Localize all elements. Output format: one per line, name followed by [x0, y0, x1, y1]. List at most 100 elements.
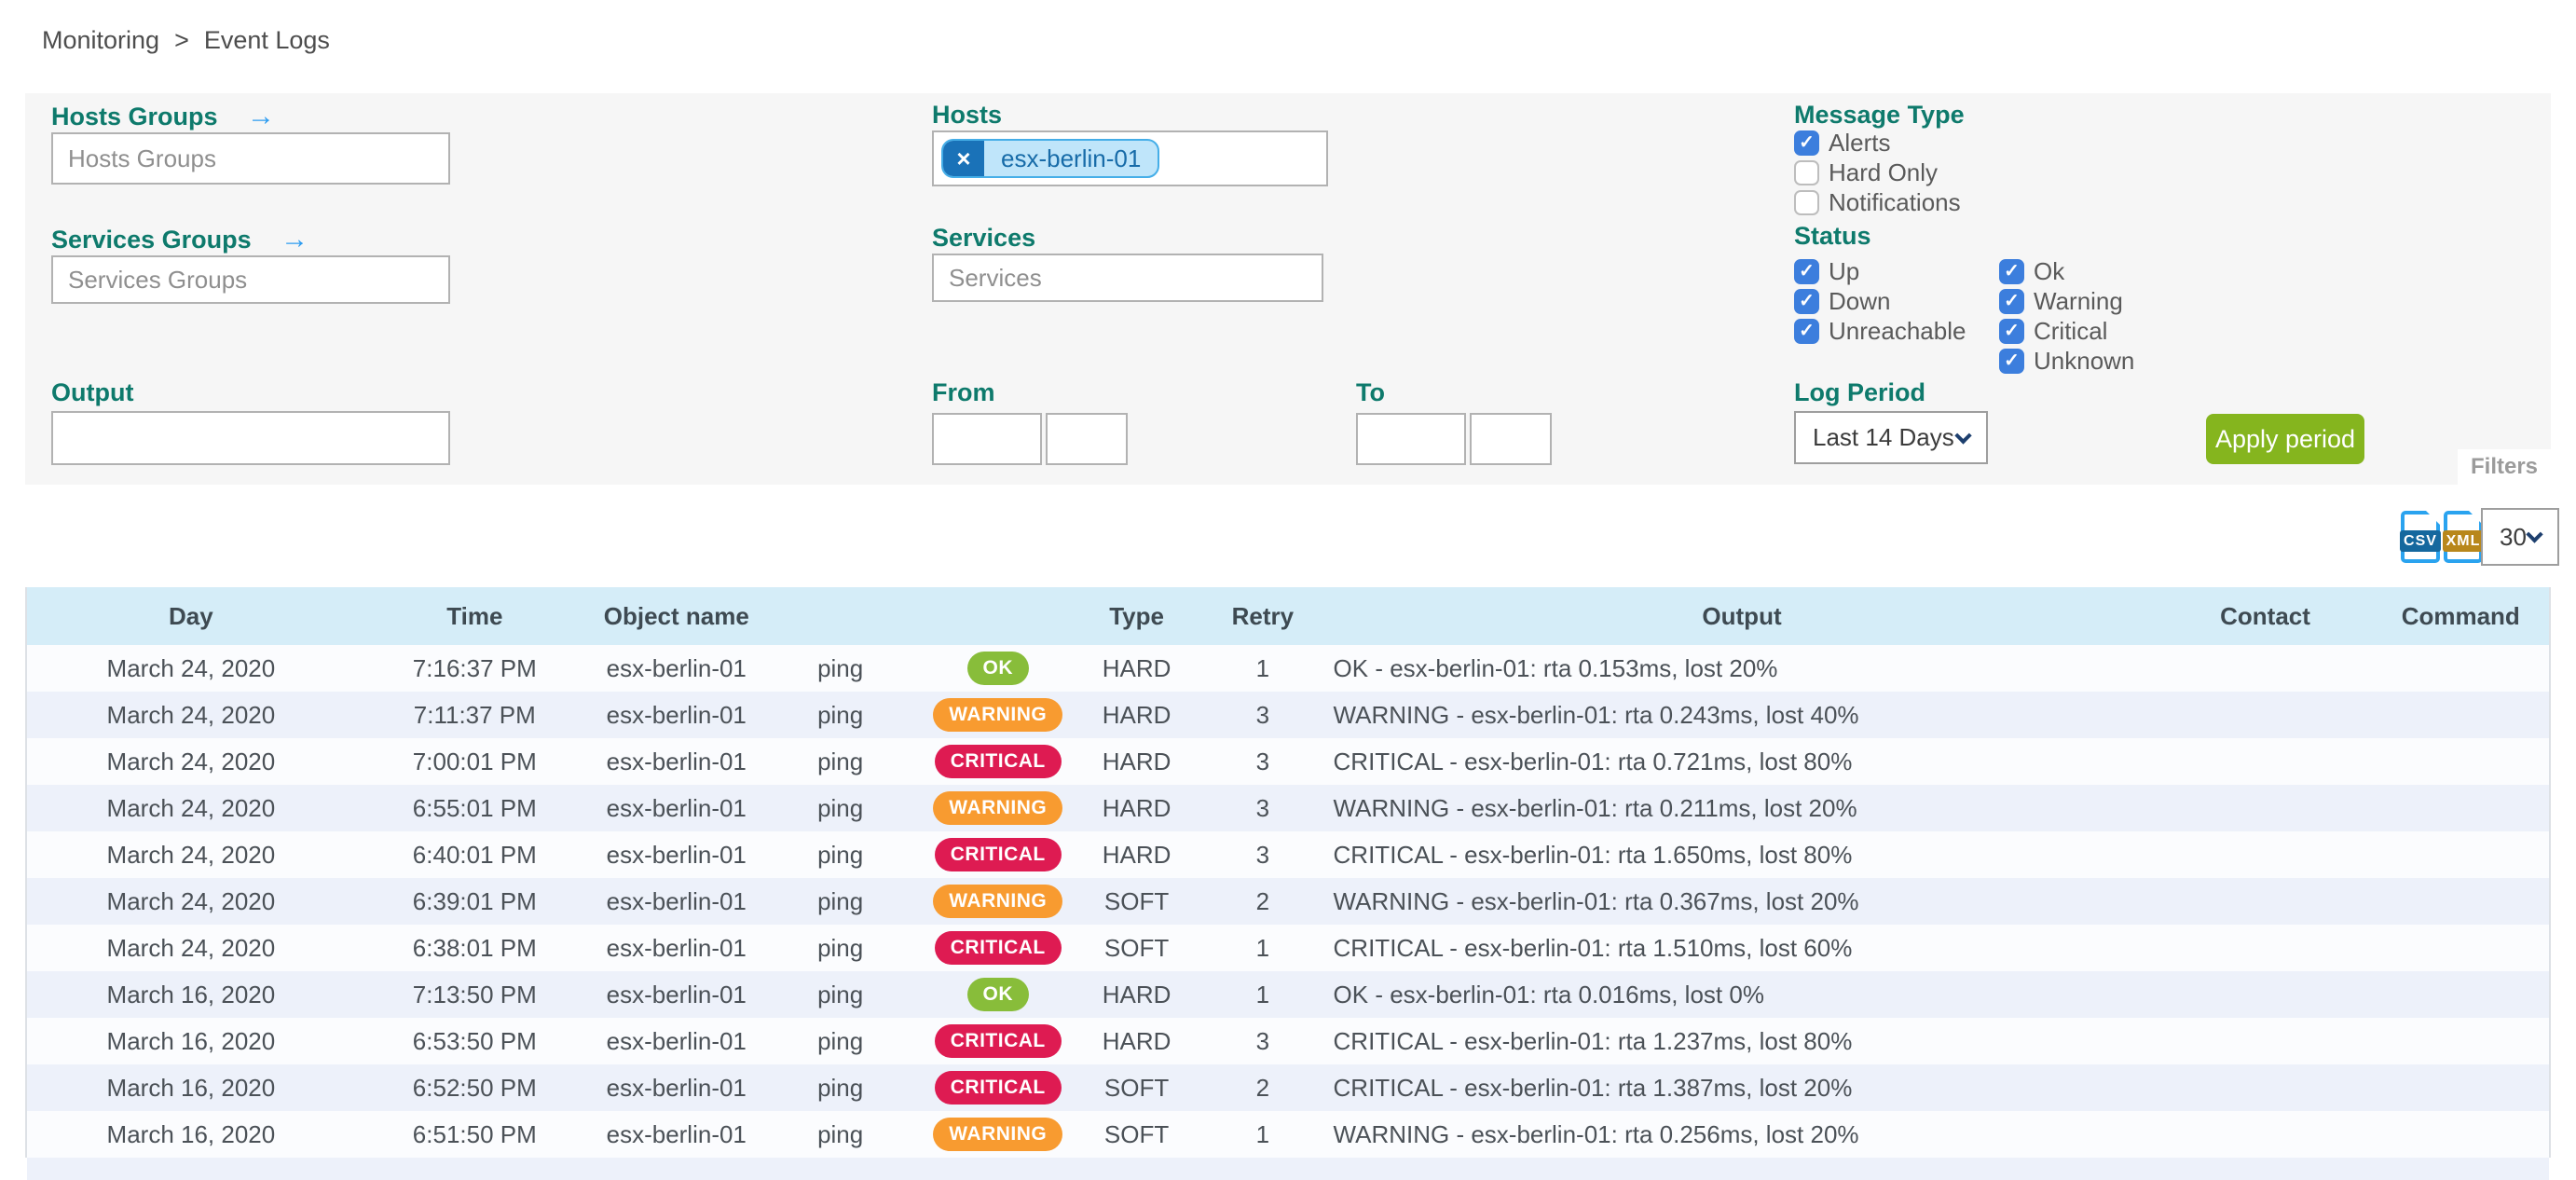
output-label: Output: [51, 378, 134, 406]
from-label: From: [932, 378, 995, 406]
checkbox-box[interactable]: [1999, 288, 2024, 314]
hosts-groups-input[interactable]: [51, 132, 450, 185]
cell-day: March 24, 2020: [106, 840, 276, 869]
cell-retry: 1: [1255, 980, 1270, 1008]
checkbox-label: Hard Only: [1829, 158, 1939, 186]
host-chip: × esx-berlin-01: [941, 139, 1160, 178]
cell-command: [2373, 925, 2549, 971]
hosts-input[interactable]: × esx-berlin-01: [932, 130, 1328, 186]
checkbox-alerts[interactable]: Alerts: [1794, 129, 1961, 157]
checkbox-notifications[interactable]: Notifications: [1794, 188, 1961, 216]
cell-status: CRITICAL: [923, 1064, 1074, 1111]
checkbox-box[interactable]: [1794, 288, 1819, 314]
from-date-input[interactable]: [932, 413, 1042, 465]
export-xml-icon[interactable]: XML: [2443, 511, 2484, 563]
chip-remove-icon[interactable]: ×: [943, 141, 984, 176]
column-header-object: Object name: [594, 587, 759, 645]
checkbox-box[interactable]: [1794, 189, 1819, 215]
to-date-input[interactable]: [1356, 413, 1466, 465]
checkbox-box[interactable]: [1794, 130, 1819, 156]
checkbox-box[interactable]: [1794, 258, 1819, 284]
event-row: March 24, 2020 7:16:37 PM esx-berlin-01 pin…: [27, 645, 2549, 692]
output-filter-input[interactable]: [51, 411, 450, 465]
checkbox-box[interactable]: [1999, 258, 2024, 284]
checkbox-ok[interactable]: Ok: [1999, 256, 2134, 285]
checkbox-critical[interactable]: Critical: [1999, 317, 2134, 345]
cell-type: SOFT: [1103, 933, 1170, 962]
cell-retry: 1: [1255, 653, 1270, 682]
checkbox-box[interactable]: [1794, 159, 1819, 185]
cell-status: OK: [923, 971, 1074, 1018]
cell-time: 7:16:37 PM: [412, 653, 537, 682]
rows-per-page-select[interactable]: 30: [2481, 508, 2559, 566]
checkbox-box[interactable]: [1999, 348, 2024, 374]
checkbox-down[interactable]: Down: [1794, 286, 1966, 315]
checkbox-label: Warning: [2034, 286, 2123, 315]
services-groups-input[interactable]: [51, 255, 450, 304]
event-row: March 24, 2020 7:11:37 PM esx-berlin-01 pin…: [27, 692, 2549, 738]
right-arrow-icon[interactable]: →: [281, 224, 309, 254]
checkbox-box[interactable]: [1999, 318, 2024, 344]
log-period-select[interactable]: Last 14 Days: [1794, 411, 1988, 464]
cell-type: HARD: [1102, 1026, 1172, 1055]
cell-object: esx-berlin-01: [606, 747, 747, 775]
status-badge: WARNING: [933, 885, 1063, 918]
status-service-options: OkWarningCriticalUnknown: [1999, 256, 2134, 375]
export-csv-icon[interactable]: CSV: [2400, 511, 2441, 563]
log-period-label: Log Period: [1794, 378, 1925, 406]
checkbox-box[interactable]: [1794, 318, 1819, 344]
cell-object: esx-berlin-01: [606, 933, 747, 962]
services-input[interactable]: [932, 254, 1323, 302]
cell-command: [2373, 971, 2549, 1018]
breadcrumb: Monitoring > Event Logs: [42, 26, 330, 55]
cell-time: 6:38:01 PM: [412, 933, 537, 962]
checkbox-unknown[interactable]: Unknown: [1999, 347, 2134, 375]
status-badge: CRITICAL: [934, 931, 1062, 965]
cell-day: March 24, 2020: [106, 747, 276, 775]
cell-object: esx-berlin-01: [606, 1073, 747, 1102]
cell-type: HARD: [1102, 840, 1172, 869]
chevron-down-icon: [1954, 426, 1972, 445]
from-time-input[interactable]: [1046, 413, 1128, 465]
cell-service: ping: [817, 1073, 864, 1102]
cell-status: CRITICAL: [923, 831, 1074, 878]
cell-output: CRITICAL - esx-berlin-01: rta 1.650ms, l…: [1333, 840, 1853, 869]
checkbox-label: Ok: [2034, 256, 2065, 285]
to-time-input[interactable]: [1470, 413, 1552, 465]
checkbox-unreachable[interactable]: Unreachable: [1794, 317, 1966, 345]
status-badge: CRITICAL: [934, 745, 1062, 778]
checkbox-up[interactable]: Up: [1794, 257, 1966, 285]
checkbox-label: Down: [1829, 286, 1891, 315]
event-row: March 24, 2020 6:40:01 PM esx-berlin-01 pin…: [27, 831, 2549, 878]
right-arrow-icon[interactable]: →: [247, 101, 276, 131]
services-groups-label: Services Groups →: [51, 224, 309, 254]
cell-status: CRITICAL: [923, 738, 1074, 785]
cell-day: March 24, 2020: [106, 933, 276, 962]
status-badge: WARNING: [933, 791, 1063, 825]
cell-service: ping: [817, 933, 864, 962]
breadcrumb-section[interactable]: Monitoring: [42, 26, 160, 54]
cell-command: [2373, 1064, 2549, 1111]
status-badge: CRITICAL: [934, 1071, 1062, 1105]
column-header-service: [758, 587, 923, 645]
cell-object: esx-berlin-01: [606, 840, 747, 869]
cell-time: 6:40:01 PM: [412, 840, 537, 869]
cell-time: 7:13:50 PM: [412, 980, 537, 1008]
cell-day: March 16, 2020: [106, 1026, 276, 1055]
column-header-contact: Contact: [2158, 587, 2373, 645]
checkbox-hard-only[interactable]: Hard Only: [1794, 158, 1961, 186]
apply-period-button[interactable]: Apply period: [2206, 414, 2364, 464]
cell-retry: 3: [1255, 747, 1270, 775]
cell-output: OK - esx-berlin-01: rta 0.153ms, lost 20…: [1333, 653, 1778, 682]
column-header-output: Output: [1325, 587, 2158, 645]
checkbox-warning[interactable]: Warning: [1999, 286, 2134, 315]
cell-output: WARNING - esx-berlin-01: rta 0.243ms, lo…: [1333, 700, 1859, 729]
cell-type: SOFT: [1103, 1119, 1170, 1148]
cell-object: esx-berlin-01: [606, 793, 747, 822]
cell-output: WARNING - esx-berlin-01: rta 0.367ms, lo…: [1333, 886, 1859, 915]
cell-contact: [2158, 692, 2373, 738]
cell-command: [2373, 645, 2549, 692]
column-header-time: Time: [354, 587, 595, 645]
cell-service: ping: [817, 886, 864, 915]
cell-day: March 24, 2020: [106, 793, 276, 822]
